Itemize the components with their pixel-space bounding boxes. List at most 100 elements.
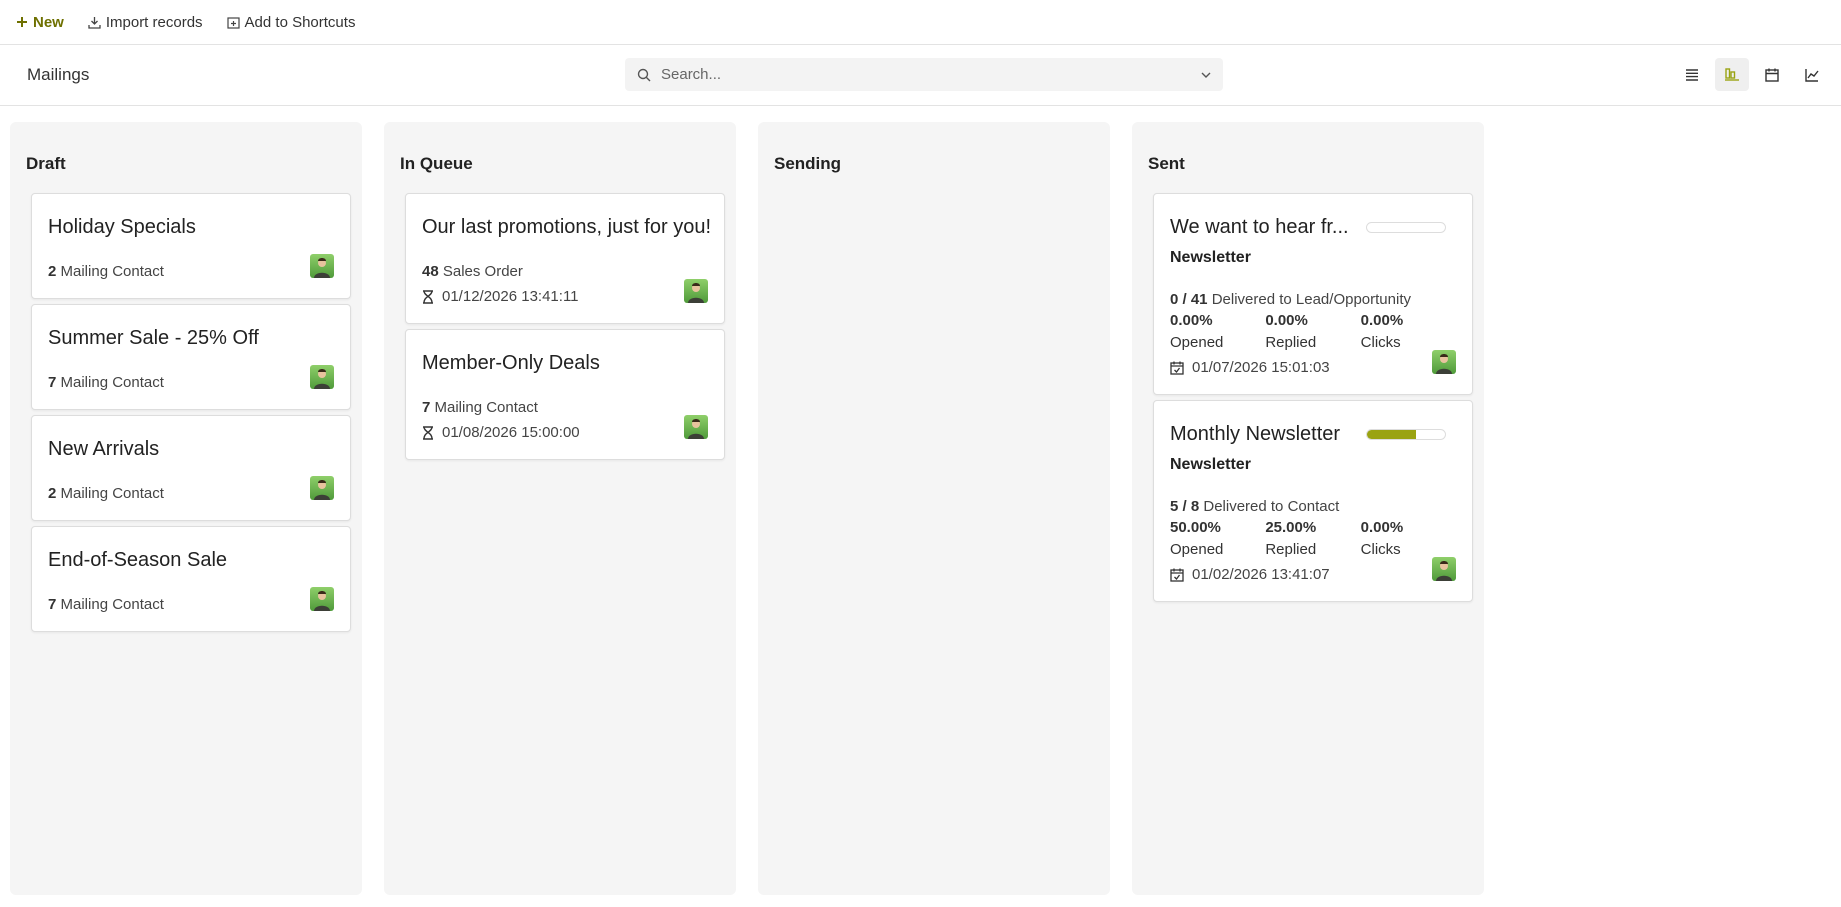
avatar (684, 279, 708, 303)
mailing-card[interactable]: Summer Sale - 25% Off 7 Mailing Contact (31, 304, 351, 410)
count-text: 7 Mailing Contact (48, 374, 164, 391)
calendar-icon-svg (1170, 568, 1184, 582)
card-title: End-of-Season Sale (48, 549, 228, 571)
column-title: In Queue (400, 154, 473, 173)
stat-label: Clicks (1360, 334, 1401, 351)
count-label: Mailing Contact (60, 485, 164, 502)
count-text: 2 Mailing Contact (48, 263, 164, 280)
count-value: 7 (422, 399, 431, 416)
shortcut-button[interactable]: Add to Shortcuts (226, 13, 356, 31)
card-title: Holiday Specials (48, 216, 196, 238)
stat: 25.00% Replied (1265, 519, 1360, 558)
calendar-icon (1170, 361, 1184, 375)
delivered-value: 0 / 41 (1170, 291, 1208, 308)
count-value: 7 (48, 596, 57, 613)
stat-value: 0.00% (1360, 312, 1404, 329)
delivery: 0 / 41 Delivered to Lead/Opportunity (1170, 291, 1456, 308)
count-text: 7 Mailing Contact (48, 596, 164, 613)
stat-label: Opened (1170, 541, 1224, 558)
mailing-card[interactable]: Our last promotions, just for you! 48 Sal… (405, 193, 725, 324)
stats: 50.00% Opened 25.00% Replied 0.00% Clicks (1170, 519, 1456, 558)
caret-icon (1201, 72, 1211, 78)
hourglass-icon (422, 289, 434, 304)
card-title: Member-Only Deals (422, 352, 600, 374)
avatar-image (314, 258, 330, 278)
view-switcher (1675, 58, 1829, 91)
schedule: 01/12/2026 13:41:11 (422, 288, 708, 305)
search-box[interactable]: Search... (625, 58, 1223, 91)
mailing-card[interactable]: Monthly Newsletter Newsletter 5 / 8 Delive… (1153, 400, 1473, 602)
graph-view[interactable] (1795, 58, 1829, 91)
list-view[interactable] (1675, 58, 1709, 91)
avatar-image (314, 480, 330, 500)
recipient-count: 7 Mailing Contact (48, 596, 334, 613)
mailing-card[interactable]: End-of-Season Sale 7 Mailing Contact (31, 526, 351, 632)
card-tag: Newsletter (1170, 249, 1251, 266)
card-title: New Arrivals (48, 438, 160, 460)
plus-icon (17, 17, 27, 27)
schedule: 01/08/2026 15:00:00 (422, 424, 708, 441)
download-icon (88, 16, 101, 29)
date: 01/07/2026 15:01:03 (1192, 359, 1330, 376)
avatar (310, 365, 334, 389)
calendar-icon (1170, 568, 1184, 582)
avatar-image (688, 283, 704, 303)
mailing-card[interactable]: Member-Only Deals 7 Mailing Contact 01/08/… (405, 329, 725, 460)
hourglass-icon-svg (423, 425, 433, 440)
kanban-view[interactable] (1715, 58, 1749, 91)
control-bar: Mailings Search... (0, 45, 1841, 106)
stat-value: 25.00% (1265, 519, 1317, 536)
stat-value: 0.00% (1265, 312, 1308, 329)
delivered-label: Delivered to Contact (1203, 498, 1340, 515)
count-value: 7 (48, 374, 57, 391)
count-label: Mailing Contact (60, 596, 164, 613)
hourglass-icon-svg (423, 289, 433, 304)
hourglass-icon (422, 425, 434, 440)
count-text: 7 Mailing Contact (422, 399, 538, 416)
toolbar: New Import records Add to Shortcuts (0, 0, 1841, 45)
kanban-column: Draft Holiday Specials 2 Mailing Contact Su… (10, 122, 362, 895)
kanban-column: Sent We want to hear fr... Newsletter 0 / 4… (1132, 122, 1484, 895)
new-label: New (33, 13, 64, 31)
count-value: 2 (48, 485, 57, 502)
column-title: Draft (26, 154, 66, 173)
stat-value: 0.00% (1170, 312, 1213, 329)
recipient-count: 48 Sales Order (422, 263, 708, 280)
mailing-card[interactable]: We want to hear fr... Newsletter 0 / 41 De… (1153, 193, 1473, 395)
stat: 50.00% Opened (1170, 519, 1265, 558)
avatar (684, 415, 708, 439)
import-button[interactable]: Import records (88, 14, 203, 31)
card-title: Monthly Newsletter (1170, 423, 1341, 445)
count-label: Mailing Contact (60, 263, 164, 280)
recipient-count: 2 Mailing Contact (48, 263, 334, 280)
mailing-card[interactable]: Holiday Specials 2 Mailing Contact (31, 193, 351, 299)
date: 01/02/2026 13:41:07 (1192, 566, 1330, 583)
mailing-card[interactable]: New Arrivals 2 Mailing Contact (31, 415, 351, 521)
column-title: Sending (774, 154, 842, 173)
stat-label: Replied (1265, 334, 1317, 351)
delivered-value: 5 / 8 (1170, 498, 1200, 515)
stat-label: Clicks (1360, 541, 1401, 558)
stats: 0.00% Opened 0.00% Replied 0.00% Clicks (1170, 312, 1456, 351)
avatar (1432, 350, 1456, 374)
date: 01/08/2026 15:00:00 (442, 424, 580, 441)
avatar (310, 254, 334, 278)
schedule: 01/07/2026 15:01:03 (1170, 359, 1456, 376)
avatar-image (1436, 354, 1452, 374)
date: 01/12/2026 13:41:11 (442, 288, 579, 305)
search-icon (637, 68, 651, 81)
graph-icon (1805, 68, 1819, 82)
progress-bar (1366, 429, 1446, 440)
new-button[interactable]: New (16, 14, 64, 31)
count-value: 2 (48, 263, 57, 280)
stat: 0.00% Clicks (1361, 312, 1456, 351)
stat-value: 50.00% (1170, 519, 1221, 536)
count-value: 48 (422, 263, 439, 280)
kanban-icon (1725, 68, 1739, 81)
recipient-count: 7 Mailing Contact (48, 374, 334, 391)
shortcut-label: Add to Shortcuts (244, 13, 356, 31)
calendar-view[interactable] (1755, 58, 1789, 91)
delivered-label: Delivered to Lead/Opportunity (1211, 291, 1411, 308)
count-label: Mailing Contact (434, 399, 538, 416)
count-text: 48 Sales Order (422, 263, 523, 280)
